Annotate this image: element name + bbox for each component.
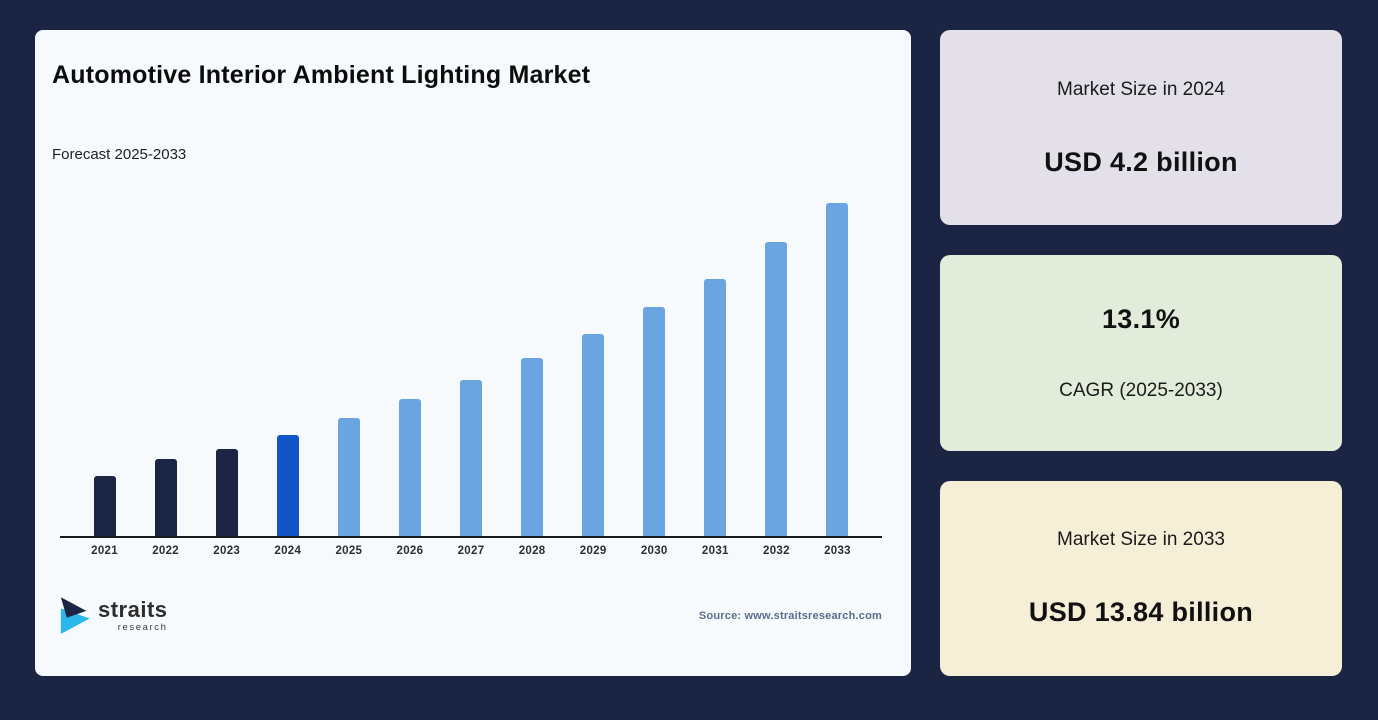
- logo-wordmark: straits: [98, 597, 168, 622]
- x-label-2032: 2032: [763, 545, 790, 557]
- bar-2023: [215, 449, 238, 536]
- x-label-2030: 2030: [640, 545, 668, 557]
- bar-2024: [276, 435, 299, 536]
- bar-2028: [521, 358, 544, 536]
- x-label-2031: 2031: [701, 545, 729, 557]
- bar-slot-2022: [135, 459, 196, 536]
- x-label-2023: 2023: [213, 545, 241, 557]
- bar-slot-2025: [318, 418, 379, 536]
- bar-slot-2032: [746, 242, 807, 536]
- logo-subtext: research: [117, 622, 168, 633]
- chart-subtitle: Forecast 2025-2033: [52, 146, 187, 163]
- bar-2032: [765, 242, 788, 536]
- bar-2025: [337, 418, 360, 536]
- x-label-2022: 2022: [152, 545, 180, 557]
- chart-card: Automotive Interior Ambient Lighting Mar…: [35, 30, 911, 676]
- straits-logo-icon: [60, 597, 90, 634]
- straits-research-logo: straits research: [60, 597, 168, 635]
- bar-2029: [582, 334, 605, 536]
- infographic-layout: Automotive Interior Ambient Lighting Mar…: [35, 30, 1342, 676]
- x-axis-labels: 2021 2022 2023 2024 2025 2026 2027 2028 2029 2030…: [60, 545, 882, 557]
- bar-slot-2021: [74, 476, 135, 536]
- bar-2033: [826, 203, 849, 536]
- x-label-2024: 2024: [274, 545, 302, 557]
- bar-2027: [460, 380, 482, 536]
- x-label-2027: 2027: [457, 545, 485, 557]
- stat-card-market-size-2024: Market Size in 2024 USD 4.2 billion: [940, 30, 1342, 226]
- chart-footer: straits research Source: www.straitsrese…: [60, 597, 882, 635]
- bar-slot-2023: [196, 449, 257, 536]
- bar-2026: [398, 399, 421, 536]
- stat-card-label: Market Size in 2033: [1057, 529, 1225, 551]
- bar-chart: 2021 2022 2023 2024 2025 2026 2027 2028 2029 2030…: [60, 203, 882, 557]
- stat-card-value: USD 4.2 billion: [1044, 146, 1238, 177]
- logo-dark-arrow: [60, 597, 87, 618]
- source-text: Source: www.straitsresearch.com: [698, 610, 882, 622]
- bar-slot-2028: [502, 358, 563, 536]
- bar-2031: [704, 279, 727, 536]
- stat-card-cagr: 13.1% CAGR (2025-2033): [940, 255, 1342, 451]
- x-label-2033: 2033: [824, 545, 851, 557]
- x-axis-line: [60, 536, 882, 538]
- stat-card-value: USD 13.84 billion: [1028, 597, 1254, 628]
- x-label-2025: 2025: [335, 545, 363, 557]
- stat-cards-column: Market Size in 2024 USD 4.2 billion 13.1…: [940, 30, 1342, 676]
- bar-slot-2026: [379, 399, 440, 536]
- bars-area: [60, 203, 882, 536]
- bar-2022: [154, 459, 177, 536]
- x-label-2029: 2029: [579, 545, 607, 557]
- stat-card-label: Market Size in 2024: [1057, 78, 1225, 100]
- bar-slot-2024: [257, 435, 318, 536]
- bar-2030: [643, 307, 666, 536]
- stat-card-label: CAGR (2025-2033): [1059, 379, 1223, 401]
- logo-text: straits research: [98, 597, 168, 634]
- bar-slot-2027: [440, 380, 501, 536]
- stat-card-value: 13.1%: [1101, 303, 1181, 334]
- bar-slot-2031: [685, 279, 746, 536]
- x-label-2028: 2028: [518, 545, 546, 557]
- chart-title: Automotive Interior Ambient Lighting Mar…: [52, 61, 591, 89]
- bar-slot-2029: [563, 334, 624, 536]
- x-label-2021: 2021: [91, 545, 118, 557]
- x-label-2026: 2026: [396, 545, 424, 557]
- bar-slot-2030: [624, 307, 685, 536]
- stat-card-market-size-2033: Market Size in 2033 USD 13.84 billion: [940, 480, 1342, 676]
- bar-slot-2033: [807, 203, 868, 536]
- bar-2021: [93, 476, 116, 536]
